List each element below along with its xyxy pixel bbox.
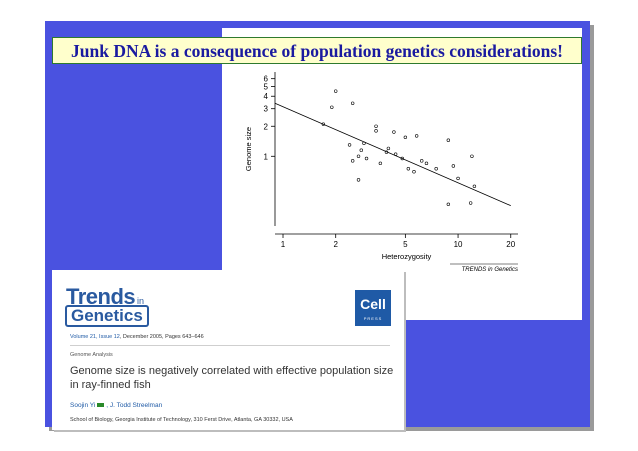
data-point: [364, 156, 369, 161]
journal-citation-panel: Trends in Genetics Cell PRESS Volume 21,…: [52, 270, 404, 430]
y-tick-label: 6: [264, 75, 269, 84]
y-tick-label: 1: [264, 152, 269, 161]
data-point: [403, 135, 408, 140]
data-point: [470, 154, 474, 158]
data-point: [400, 156, 404, 161]
x-tick-label: 5: [403, 240, 408, 249]
data-point: [406, 167, 411, 171]
title-box: Junk DNA is a consequence of population …: [52, 37, 582, 64]
data-point: [451, 164, 456, 168]
data-point: [468, 201, 473, 205]
data-point: [414, 134, 419, 138]
y-tick-label: 2: [264, 122, 269, 131]
data-point: [472, 184, 477, 189]
journal-brand-in: in: [137, 296, 145, 306]
data-point: [420, 159, 424, 163]
data-point: [356, 154, 361, 158]
data-point: [456, 176, 460, 181]
data-point: [393, 152, 398, 156]
data-point: [350, 101, 355, 105]
data-point: [434, 167, 438, 171]
data-point: [362, 141, 366, 145]
data-point: [321, 122, 326, 126]
affiliation: School of Biology, Georgia Institute of …: [70, 417, 293, 423]
regression-line: [274, 102, 511, 207]
data-point: [412, 170, 416, 174]
x-axis-label: Heterozygosity: [382, 252, 432, 261]
data-point: [350, 159, 355, 163]
y-tick-label: 3: [264, 105, 269, 114]
email-icon[interactable]: [97, 403, 105, 408]
article-title: Genome size is negatively correlated wit…: [70, 365, 394, 391]
data-point: [384, 150, 389, 154]
chart-credit: TRENDS in Genetics: [462, 267, 518, 273]
data-point: [378, 161, 383, 166]
data-point: [424, 161, 429, 166]
x-tick-label: 2: [333, 240, 338, 249]
y-axis-label: Genome size: [244, 127, 253, 171]
y-tick-label: 4: [264, 92, 269, 101]
journal-brand-main: Trends: [66, 284, 136, 309]
x-tick-label: 10: [454, 240, 463, 249]
data-point: [446, 138, 451, 142]
data-point: [330, 105, 334, 109]
data-point: [446, 202, 451, 207]
slide-title: Junk DNA is a consequence of population …: [71, 41, 563, 61]
y-tick-label: 5: [264, 83, 269, 92]
data-point: [334, 89, 338, 93]
data-point: [356, 178, 361, 182]
volume-link[interactable]: Volume 21, Issue 12: [70, 334, 120, 340]
cell-press-logo: Cell: [355, 290, 391, 326]
cell-press-sub: PRESS: [363, 316, 383, 321]
journal-brand-sub: Genetics: [65, 305, 149, 327]
data-point: [386, 146, 391, 151]
cell-logo-text: Cell: [360, 296, 386, 312]
data-point: [374, 124, 378, 128]
author-1[interactable]: Soojin Yi: [70, 402, 96, 409]
data-point: [392, 130, 396, 134]
data-point: [347, 143, 352, 147]
data-point: [374, 129, 378, 133]
data-point: [359, 148, 363, 152]
x-tick-label: 1: [281, 240, 286, 249]
divider: [70, 345, 390, 346]
volume-line: Volume 21, Issue 12, December 2005, Page…: [70, 334, 204, 340]
section-label: Genome Analysis: [70, 352, 113, 358]
date-pages: , December 2005, Pages 643–646: [119, 334, 204, 340]
authors-line: Soojin Yi , J. Todd Streelman: [70, 402, 162, 409]
author-2[interactable]: , J. Todd Streelman: [106, 402, 163, 409]
x-tick-label: 20: [506, 240, 515, 249]
